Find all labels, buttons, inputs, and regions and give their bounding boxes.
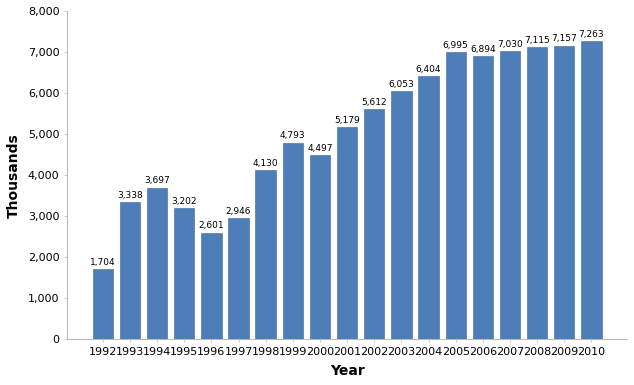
Bar xyxy=(473,56,493,340)
Text: 4,497: 4,497 xyxy=(307,144,333,152)
Bar xyxy=(581,41,602,340)
Bar xyxy=(310,155,330,340)
Text: 5,612: 5,612 xyxy=(361,98,387,107)
Text: 3,697: 3,697 xyxy=(144,176,170,186)
Text: 7,263: 7,263 xyxy=(579,30,604,39)
Y-axis label: Thousands: Thousands xyxy=(7,133,21,218)
Text: 6,995: 6,995 xyxy=(443,41,469,50)
Bar xyxy=(337,127,358,340)
Bar xyxy=(174,208,195,340)
Text: 6,404: 6,404 xyxy=(416,65,441,74)
Bar xyxy=(283,143,303,340)
Bar xyxy=(418,77,439,340)
Bar xyxy=(500,51,520,340)
X-axis label: Year: Year xyxy=(330,364,365,378)
Text: 3,338: 3,338 xyxy=(117,191,143,200)
Text: 2,946: 2,946 xyxy=(226,207,251,216)
Text: 4,130: 4,130 xyxy=(253,159,278,167)
Bar xyxy=(93,270,113,340)
Bar xyxy=(446,52,466,340)
Text: 2,601: 2,601 xyxy=(198,221,224,230)
Bar xyxy=(228,219,249,340)
Text: 7,030: 7,030 xyxy=(497,40,523,49)
Bar xyxy=(527,47,547,340)
Bar xyxy=(364,109,384,340)
Bar xyxy=(120,203,140,340)
Text: 1,704: 1,704 xyxy=(90,258,115,267)
Bar xyxy=(147,187,167,340)
Text: 7,157: 7,157 xyxy=(552,34,577,43)
Bar xyxy=(256,170,276,340)
Text: 6,053: 6,053 xyxy=(389,80,414,89)
Bar xyxy=(554,45,574,340)
Text: 3,202: 3,202 xyxy=(171,197,197,206)
Text: 5,179: 5,179 xyxy=(334,116,360,124)
Text: 7,115: 7,115 xyxy=(524,36,550,45)
Bar xyxy=(391,91,411,340)
Text: 4,793: 4,793 xyxy=(280,131,306,141)
Bar xyxy=(201,233,221,340)
Text: 6,894: 6,894 xyxy=(470,45,496,54)
